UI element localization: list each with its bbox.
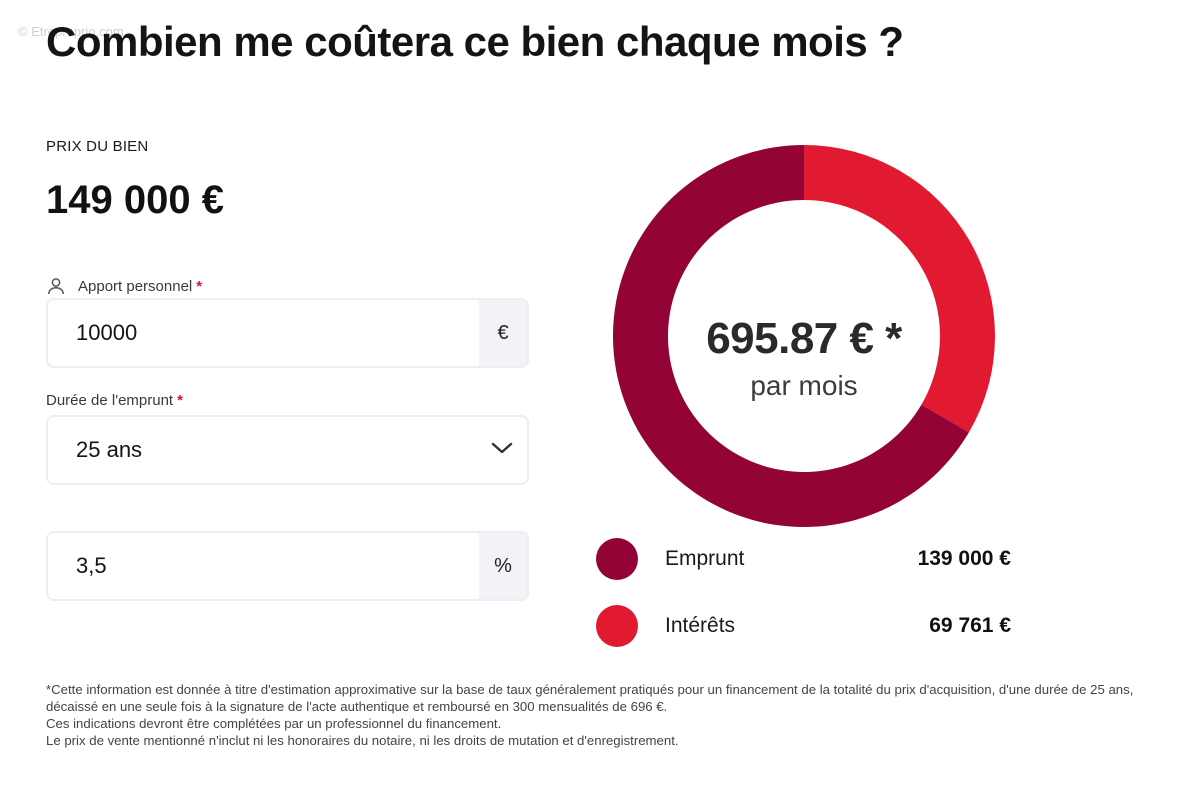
taux-percent-suffix: %	[479, 533, 527, 599]
loan-donut-chart	[613, 145, 995, 527]
duree-select[interactable]: 25 ans	[46, 415, 529, 485]
apport-currency-suffix: €	[479, 300, 527, 366]
page-title: Combien me coûtera ce bien chaque mois ?	[46, 18, 904, 65]
price-label: PRIX DU BIEN	[46, 138, 149, 155]
legend-dot-emprunt	[596, 538, 638, 580]
legend-label: Emprunt	[665, 547, 745, 570]
donut-slice-interets	[804, 145, 995, 433]
footnote-line: Ces indications devront être complétées …	[46, 716, 502, 731]
price-value: 149 000 €	[46, 178, 224, 222]
watermark: © Etreproprio.com	[18, 24, 124, 39]
footnote-line: Le prix de vente mentionné n'inclut ni l…	[46, 733, 679, 748]
legend-value: 69 761 €	[929, 614, 1011, 637]
monthly-payment-amount: 695.87 € *	[706, 314, 902, 363]
legend-item-emprunt: Emprunt 139 000 €	[596, 538, 1016, 582]
donut-slice-emprunt	[613, 145, 969, 527]
taux-field: %	[46, 531, 529, 601]
legend-value: 139 000 €	[917, 547, 1011, 570]
chevron-down-icon	[491, 441, 513, 460]
legend-dot-interets	[596, 605, 638, 647]
duree-label-text: Durée de l'emprunt	[46, 392, 174, 409]
disclaimer-footnote: *Cette information est donnée à titre d'…	[46, 681, 1156, 749]
person-icon	[46, 276, 66, 296]
footnote-line: *Cette information est donnée à titre d'…	[46, 682, 1134, 714]
legend-item-interets: Intérêts 69 761 €	[596, 605, 1016, 649]
duree-label: Durée de l'emprunt *	[46, 392, 183, 409]
legend-label: Intérêts	[665, 614, 736, 637]
required-mark: *	[196, 277, 203, 295]
required-mark: *	[177, 392, 183, 409]
monthly-payment-caption: par mois	[750, 370, 858, 401]
apport-label-text: Apport personnel	[78, 277, 193, 295]
apport-label: Apport personnel *	[46, 276, 202, 296]
taux-input[interactable]	[48, 533, 479, 599]
apport-field: €	[46, 298, 529, 368]
duree-select-value: 25 ans	[76, 437, 143, 462]
apport-input[interactable]	[48, 300, 479, 366]
